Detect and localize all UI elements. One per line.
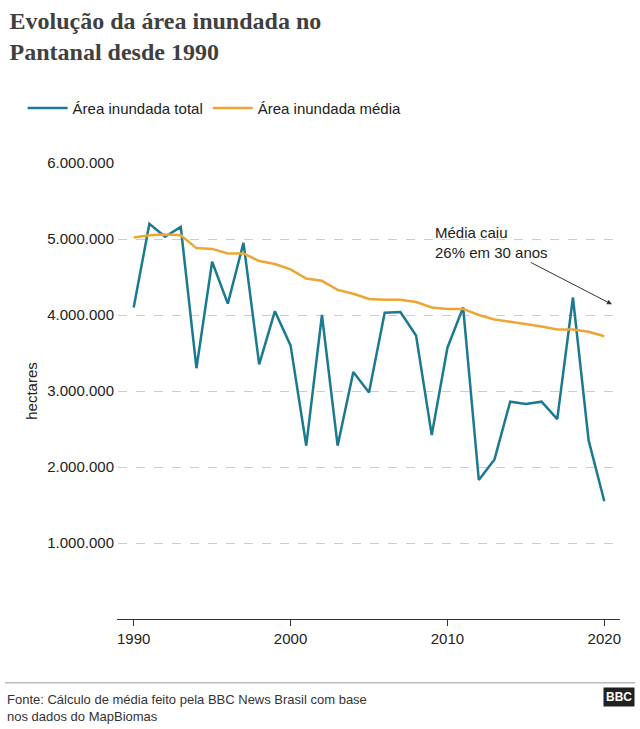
svg-text:2010: 2010	[431, 630, 464, 647]
svg-text:2.000.000: 2.000.000	[47, 458, 114, 475]
svg-text:1.000.000: 1.000.000	[47, 534, 114, 551]
svg-text:2020: 2020	[588, 630, 621, 647]
svg-text:hectares: hectares	[23, 362, 40, 420]
svg-text:Média caiu26% em 30 anos: Média caiu26% em 30 anos	[435, 224, 548, 261]
svg-text:Fonte: Cálculo de média feito: Fonte: Cálculo de média feito pela BBC N…	[7, 692, 367, 724]
svg-text:3.000.000: 3.000.000	[47, 382, 114, 399]
svg-text:Área inundada total: Área inundada total	[73, 100, 203, 117]
svg-text:Área inundada média: Área inundada média	[258, 100, 401, 117]
svg-text:BBC: BBC	[606, 690, 632, 704]
svg-text:1990: 1990	[117, 630, 150, 647]
svg-text:6.000.000: 6.000.000	[47, 154, 114, 171]
svg-text:4.000.000: 4.000.000	[47, 306, 114, 323]
svg-text:2000: 2000	[274, 630, 307, 647]
svg-text:5.000.000: 5.000.000	[47, 230, 114, 247]
svg-text:Evolução da área inundada noPa: Evolução da área inundada noPantanal des…	[10, 8, 322, 65]
